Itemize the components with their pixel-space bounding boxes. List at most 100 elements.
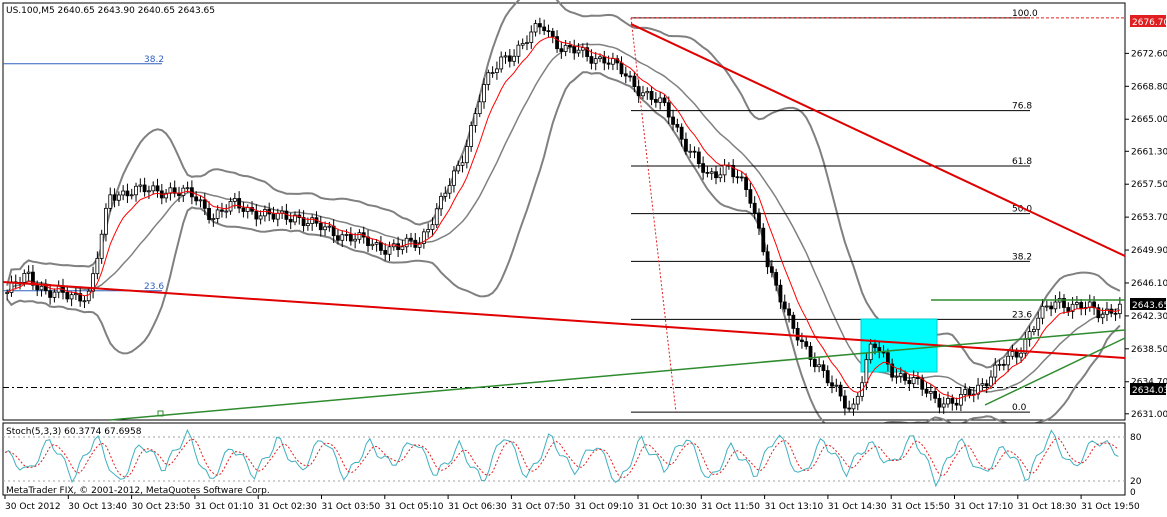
candle-body	[580, 47, 585, 51]
candle-body	[48, 290, 53, 298]
candle-body	[890, 363, 895, 378]
candle-body	[318, 222, 323, 231]
candle-body	[383, 250, 388, 255]
candle-body	[821, 364, 826, 371]
stoch-tick-0: 0	[1130, 488, 1136, 498]
time-tick-label: 31 Oct 10:30	[638, 502, 697, 512]
candle-body	[636, 86, 641, 97]
candle-body	[692, 150, 697, 153]
price-scale: 2672.60 2668.80 2665.00 2661.30 2657.50 2653.…	[1125, 49, 1167, 420]
candle-body	[752, 202, 757, 214]
candle-body	[91, 273, 95, 292]
candle-body	[1010, 351, 1015, 357]
fib-level-label: 100.0	[1012, 9, 1038, 19]
candle-body	[348, 234, 353, 242]
candle-body	[275, 212, 280, 220]
candle-body	[928, 391, 933, 394]
candle-body	[598, 56, 602, 60]
candle-body	[336, 235, 340, 241]
candle-body	[774, 272, 779, 286]
candle-body	[722, 164, 727, 176]
candle-body	[976, 384, 980, 395]
candle-body	[705, 171, 710, 174]
candle-body	[563, 44, 568, 52]
time-tick-label: 31 Oct 15:50	[891, 502, 950, 512]
candle-body	[993, 364, 998, 378]
price-tick-label: 2653.70	[1131, 213, 1167, 223]
candle-body	[211, 218, 216, 220]
candle-body	[782, 301, 787, 310]
ema-line	[6, 36, 1121, 400]
candle-body	[916, 377, 920, 380]
candle-body	[946, 398, 950, 405]
time-tick-label: 31 Oct 01:10	[195, 502, 254, 512]
candle-body	[842, 395, 847, 409]
candle-body	[611, 58, 615, 65]
candle-body	[134, 185, 138, 196]
candle-body	[778, 284, 783, 303]
candle-body	[1066, 307, 1071, 312]
candle-body	[1040, 305, 1045, 319]
candle-body	[533, 23, 538, 33]
candle-body	[495, 68, 499, 73]
candle-body	[529, 31, 534, 43]
candle-body	[99, 233, 104, 259]
candle-body	[619, 62, 624, 75]
candle-body	[1074, 302, 1079, 305]
trendline-anchor	[157, 410, 164, 417]
candle-body	[666, 102, 671, 118]
price-pane[interactable]	[2, 2, 1126, 421]
candle-body	[507, 55, 512, 62]
candle-body	[430, 224, 435, 230]
candle-body	[709, 171, 714, 174]
candle-body	[941, 403, 946, 408]
price-tick-label: 2634.70	[1131, 378, 1167, 388]
candle-body	[456, 164, 461, 172]
candle-body	[731, 164, 736, 178]
candle-body	[215, 209, 220, 219]
candle-body	[344, 234, 349, 236]
candle-body	[714, 171, 718, 179]
candle-body	[1001, 363, 1006, 366]
current-price-badge: 2643.65	[1130, 298, 1167, 311]
candle-body	[645, 91, 650, 94]
candle-body	[997, 363, 1002, 366]
candle-body	[804, 341, 809, 347]
time-tick-label: 30 Oct 2012	[5, 502, 61, 512]
candle-body	[739, 176, 744, 179]
candle-body	[305, 223, 310, 227]
trendline-red-down	[630, 23, 1126, 257]
svg-text:2643.65: 2643.65	[1132, 301, 1167, 311]
candle-body	[679, 126, 684, 140]
fib-level-label: 61.8	[1012, 157, 1032, 167]
candle-body	[379, 242, 383, 251]
svg-text:2676.70: 2676.70	[1132, 18, 1167, 28]
candle-body	[907, 380, 912, 385]
candle-body	[82, 300, 87, 303]
candle-body	[366, 236, 370, 247]
candle-body	[310, 217, 315, 224]
candle-body	[989, 376, 993, 387]
candle-body	[675, 123, 680, 128]
candle-body	[658, 97, 663, 103]
candle-body	[207, 207, 211, 220]
fibonacci-retracement[interactable]: 100.0 76.8 61.8 50.0 38.2 23.6 0.0 38.2 23.6	[3, 9, 1125, 413]
candle-body	[198, 199, 203, 202]
candle-body	[447, 184, 452, 194]
candle-body	[744, 176, 748, 190]
fib-left-label: 38.2	[144, 55, 164, 65]
candle-body	[585, 47, 590, 57]
candle-body	[464, 146, 469, 164]
candle-body	[439, 195, 443, 210]
candle-body	[112, 194, 117, 201]
stoch-pane[interactable]	[2, 422, 1126, 496]
price-tick-label: 2668.80	[1131, 82, 1167, 92]
candle-body	[761, 227, 766, 253]
trend-lines[interactable]	[2, 23, 1126, 421]
candle-body	[1027, 331, 1032, 340]
candle-body	[795, 327, 800, 341]
candle-body	[812, 359, 817, 368]
trendline-red-long	[2, 281, 1126, 359]
